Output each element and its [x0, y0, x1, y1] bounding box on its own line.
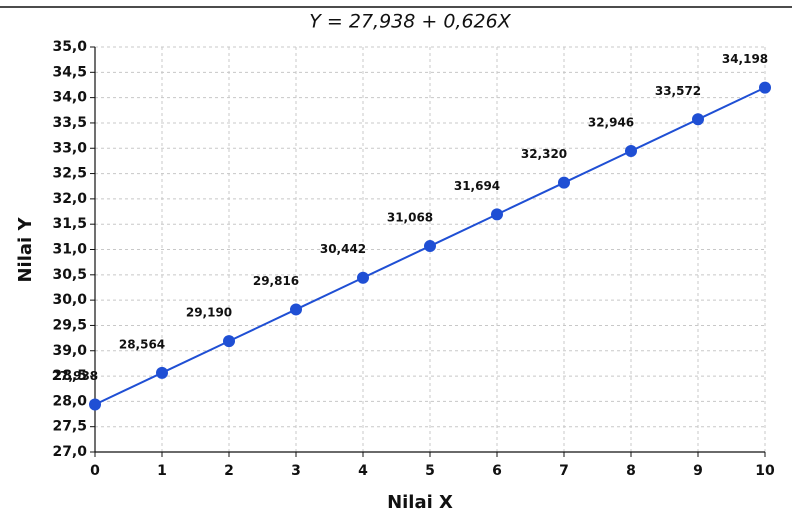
point: [692, 113, 704, 126]
value-label: 31,694: [454, 179, 500, 193]
value-label: 29,816: [253, 274, 299, 288]
x-tick-label: 1: [157, 463, 167, 479]
x-tick-label: 2: [224, 463, 234, 479]
x-tick-label: 5: [425, 463, 435, 479]
value-label: 32,320: [521, 147, 567, 161]
point: [290, 303, 302, 316]
point: [156, 366, 168, 379]
value-label: 30,442: [320, 242, 366, 256]
x-tick-label: 4: [358, 463, 368, 479]
y-tick-label: 39,0: [52, 343, 87, 359]
y-tick-label: 28,0: [52, 393, 87, 409]
y-tick-label: 32,5: [52, 166, 87, 182]
y-tick-label: 33,0: [52, 140, 87, 156]
x-tick-label: 9: [693, 463, 703, 479]
point: [89, 398, 101, 411]
y-tick-label: 31,0: [52, 242, 87, 258]
y-tick-label: 28,5: [52, 368, 87, 384]
value-label: 29,190: [186, 306, 232, 320]
x-axis-label: Nilai X: [387, 492, 453, 513]
x-tick-label: 10: [755, 463, 775, 479]
point: [491, 208, 503, 221]
value-label: 27,938: [52, 369, 98, 383]
y-tick-label: 31,5: [52, 216, 87, 232]
point: [223, 335, 235, 348]
chart-title: Y = 27,938 + 0,626X: [309, 11, 511, 33]
x-tick-label: 0: [90, 463, 100, 479]
y-tick-label: 30,0: [52, 292, 87, 308]
point: [759, 81, 771, 94]
value-label: 28,564: [119, 337, 165, 351]
value-label: 34,198: [722, 52, 768, 66]
y-tick-label: 32,0: [52, 191, 87, 207]
point: [558, 176, 570, 189]
y-tick-label: 35,0: [52, 39, 87, 55]
y-tick-label: 34,5: [52, 64, 87, 80]
x-tick-label: 7: [559, 463, 569, 479]
y-tick-label: 29,5: [52, 317, 87, 333]
y-tick-label: 27,5: [52, 419, 87, 435]
value-label: 31,068: [387, 211, 433, 225]
x-tick-label: 3: [291, 463, 301, 479]
point: [625, 144, 637, 157]
x-tick-label: 8: [626, 463, 636, 479]
point: [424, 240, 436, 253]
value-label: 32,946: [588, 115, 634, 129]
y-tick-label: 34,0: [52, 90, 87, 106]
y-axis-label: Nilai Y: [15, 217, 36, 283]
value-label: 33,572: [655, 84, 701, 98]
point: [357, 271, 369, 284]
x-tick-label: 6: [492, 463, 502, 479]
y-tick-label: 27,0: [52, 444, 87, 460]
y-tick-label: 30,5: [52, 267, 87, 283]
y-tick-label: 33,5: [52, 115, 87, 131]
